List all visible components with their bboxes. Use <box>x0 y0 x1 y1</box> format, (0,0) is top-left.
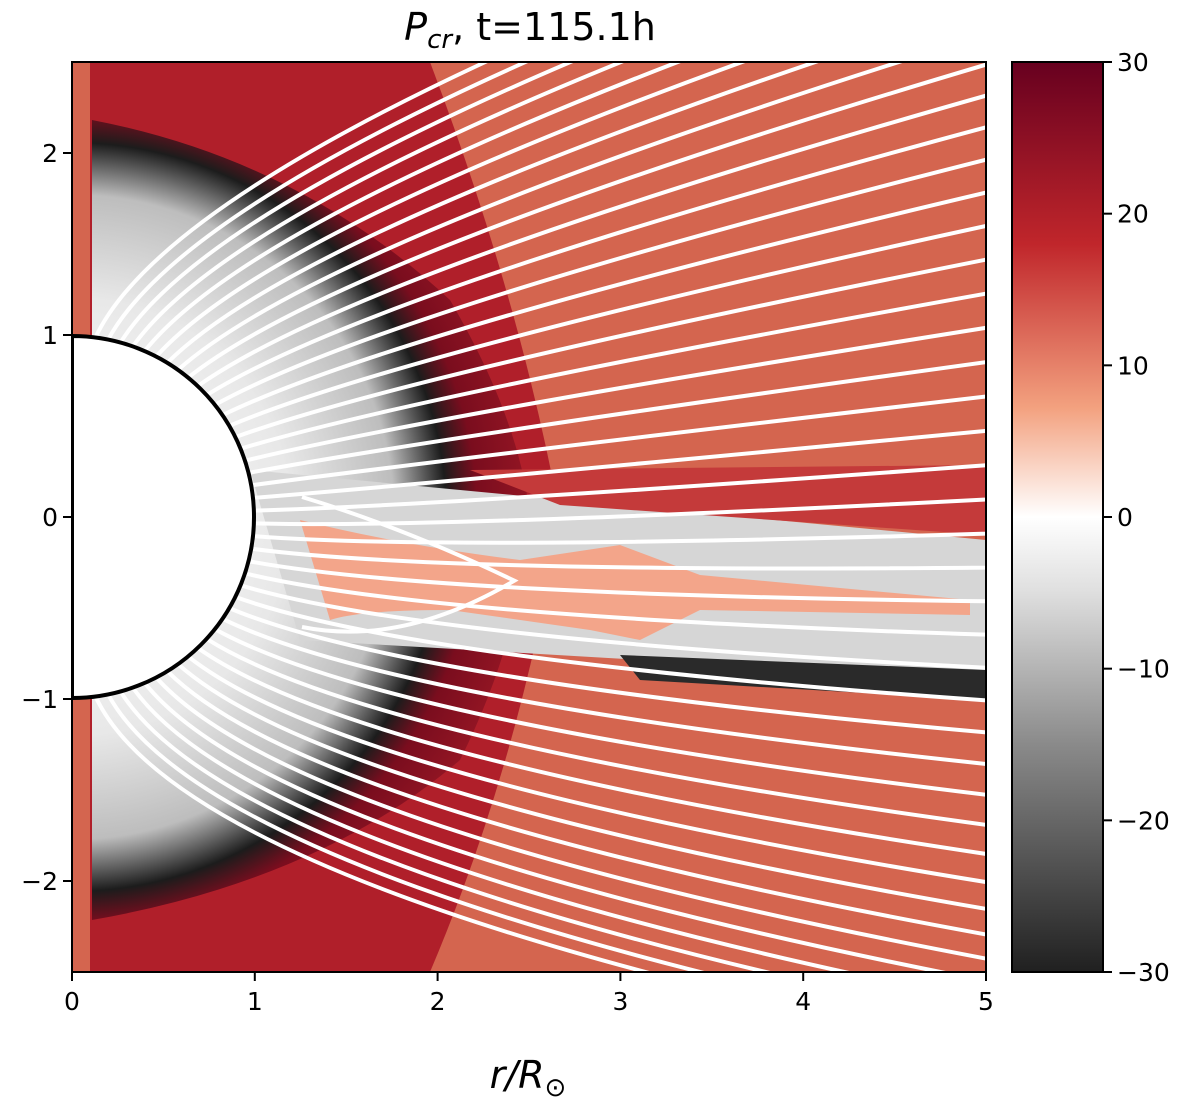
x-tick-label: 0 <box>64 987 80 1016</box>
chart-title: Pcr, t=115.1h <box>404 5 656 55</box>
field-line <box>176 62 906 372</box>
field-line <box>213 157 986 407</box>
field-line <box>205 125 986 397</box>
x-tick-label: 4 <box>795 987 811 1016</box>
colorbar-tick-label: 20 <box>1117 200 1149 229</box>
colorbar-ticks: 30 20 10 0 −10 −20 −30 <box>1103 48 1170 987</box>
colorbar-tick-label: −30 <box>1117 958 1170 987</box>
field-line <box>221 617 986 766</box>
field-line <box>93 62 491 339</box>
x-axis-label: r/R⊙ <box>490 1053 567 1099</box>
x-tick-label: 3 <box>612 987 628 1016</box>
field-line <box>253 497 986 527</box>
heatmap-streamer-lower-edge <box>620 655 986 700</box>
colorbar-gradient <box>1011 61 1104 973</box>
title-rest: , t=115.1h <box>452 5 656 49</box>
xlabel-symbol: ⊙ <box>545 1073 567 1099</box>
heatmap-streamer-upper-wing <box>470 465 986 535</box>
field-line <box>252 531 986 545</box>
field-line <box>248 559 986 604</box>
field-line <box>106 693 709 972</box>
y-tick-label: −1 <box>21 685 58 714</box>
colorbar-tick-label: −10 <box>1117 655 1170 684</box>
field-line <box>176 662 986 911</box>
title-main: P <box>404 5 427 49</box>
field-line <box>131 686 855 972</box>
x-tick-label: 5 <box>978 987 994 1016</box>
y-tick-label: 1 <box>42 321 58 350</box>
y-tick-label: −2 <box>21 867 58 896</box>
field-line <box>228 606 986 735</box>
field-line <box>228 223 986 428</box>
colorbar-tick-label: 0 <box>1117 503 1133 532</box>
field-line <box>250 546 986 571</box>
field-line <box>143 62 684 353</box>
heatmap-streamer-core <box>300 520 970 640</box>
sun-disk <box>72 333 256 701</box>
title-sub: cr <box>427 25 454 55</box>
field-line <box>248 360 986 475</box>
field-line <box>252 428 986 500</box>
field-line <box>221 190 986 417</box>
field-line <box>250 394 986 488</box>
field-line <box>118 62 576 344</box>
field-line <box>196 646 986 856</box>
field-line <box>186 654 986 885</box>
y-tick-label: 0 <box>42 503 58 532</box>
field-line <box>143 681 951 972</box>
field-line <box>165 669 986 937</box>
field-line <box>240 291 986 451</box>
field-line <box>244 571 986 637</box>
field-line <box>118 690 775 972</box>
field-line <box>196 93 986 388</box>
colorbar-tick-label: −20 <box>1117 806 1170 835</box>
field-line <box>93 695 654 972</box>
x-tick-label: 2 <box>430 987 446 1016</box>
field-line <box>154 676 986 961</box>
field-line <box>240 583 986 670</box>
field-line <box>205 637 986 827</box>
field-line <box>234 595 986 703</box>
y-axis: 2 1 0 −1 −2 <box>21 139 72 896</box>
colorbar: 30 20 10 0 −10 −20 −30 <box>1011 48 1170 987</box>
field-line <box>165 62 822 365</box>
field-line <box>244 325 986 463</box>
x-axis: 0 1 2 3 4 5 <box>64 972 994 1016</box>
field-line <box>234 257 986 439</box>
x-tick-label: 1 <box>247 987 263 1016</box>
y-tick-label: 2 <box>42 139 58 168</box>
colorbar-tick-label: 30 <box>1117 48 1149 77</box>
closed-loop-field-line <box>301 495 519 634</box>
field-line <box>213 627 986 797</box>
colorbar-tick-label: 10 <box>1117 351 1149 380</box>
field-line <box>154 62 749 358</box>
field-line <box>131 62 627 348</box>
plot-area <box>72 62 986 972</box>
field-line <box>106 62 531 341</box>
field-lines <box>93 62 986 972</box>
xlabel-main: r/R <box>490 1053 545 1097</box>
